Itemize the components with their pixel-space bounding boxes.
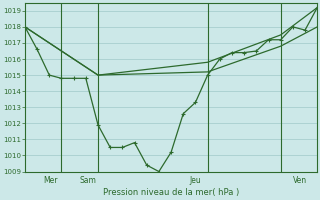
Text: Mer: Mer: [43, 176, 58, 185]
Text: Sam: Sam: [80, 176, 97, 185]
Text: Jeu: Jeu: [189, 176, 201, 185]
X-axis label: Pression niveau de la mer( hPa ): Pression niveau de la mer( hPa ): [103, 188, 239, 197]
Text: Ven: Ven: [293, 176, 307, 185]
